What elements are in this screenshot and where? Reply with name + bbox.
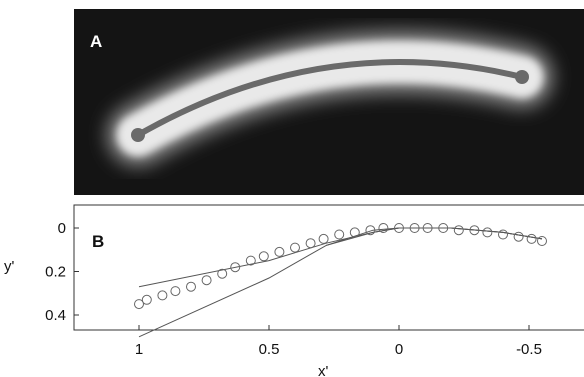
data-point [170,286,181,297]
panel-b-label: B [92,232,104,251]
data-point [230,262,241,273]
x-tick-label: 1 [135,341,143,358]
filament-end-right [515,70,529,84]
data-point [513,231,524,242]
data-point [274,246,285,257]
data-point [305,238,316,249]
data-point [453,225,464,236]
data-point [217,268,228,279]
plot-frame [73,204,584,331]
data-point [438,223,449,233]
data-point [334,229,345,240]
filament-trace [135,59,525,138]
x-axis-label: x' [318,363,329,377]
fit-line-2 [138,227,543,288]
micrograph-panel-a: A [74,9,584,195]
x-tick-label: -0.5 [516,341,542,358]
y-tick-label: 0 [58,220,66,237]
panel-a-label: A [90,32,102,51]
data-point [469,225,480,236]
y-axis-label: y' [4,258,15,275]
data-point [258,251,269,262]
data-point [245,255,256,266]
fit-lines [138,227,543,338]
x-tick-label: 0 [395,341,403,358]
x-tick-label: 0.5 [259,341,280,358]
data-point [134,299,144,310]
data-point [422,223,433,233]
data-point [349,227,360,238]
data-point [498,229,508,240]
fit-line-3 [326,227,543,246]
plot-panel-b: 1 0.5 0 -0.5 0 0.2 0.4 B y' x' [4,204,584,377]
data-point [409,223,420,233]
filament-end-left [131,128,145,142]
fit-line-1 [138,227,543,338]
y-tick-label: 0.2 [45,264,66,281]
data-point [290,242,300,253]
data-point [157,290,168,301]
data-point [318,233,329,244]
data-points [134,223,547,310]
data-point [537,236,547,246]
y-axis: 0 0.2 0.4 [45,220,79,324]
data-point [141,294,152,305]
data-point [378,223,389,233]
data-point [394,223,404,233]
data-point [201,275,212,286]
data-point [482,227,493,238]
data-point [186,281,196,292]
x-axis: 1 0.5 0 -0.5 [135,325,542,358]
y-tick-label: 0.4 [45,307,66,324]
data-point [365,225,376,236]
data-point [526,233,537,244]
